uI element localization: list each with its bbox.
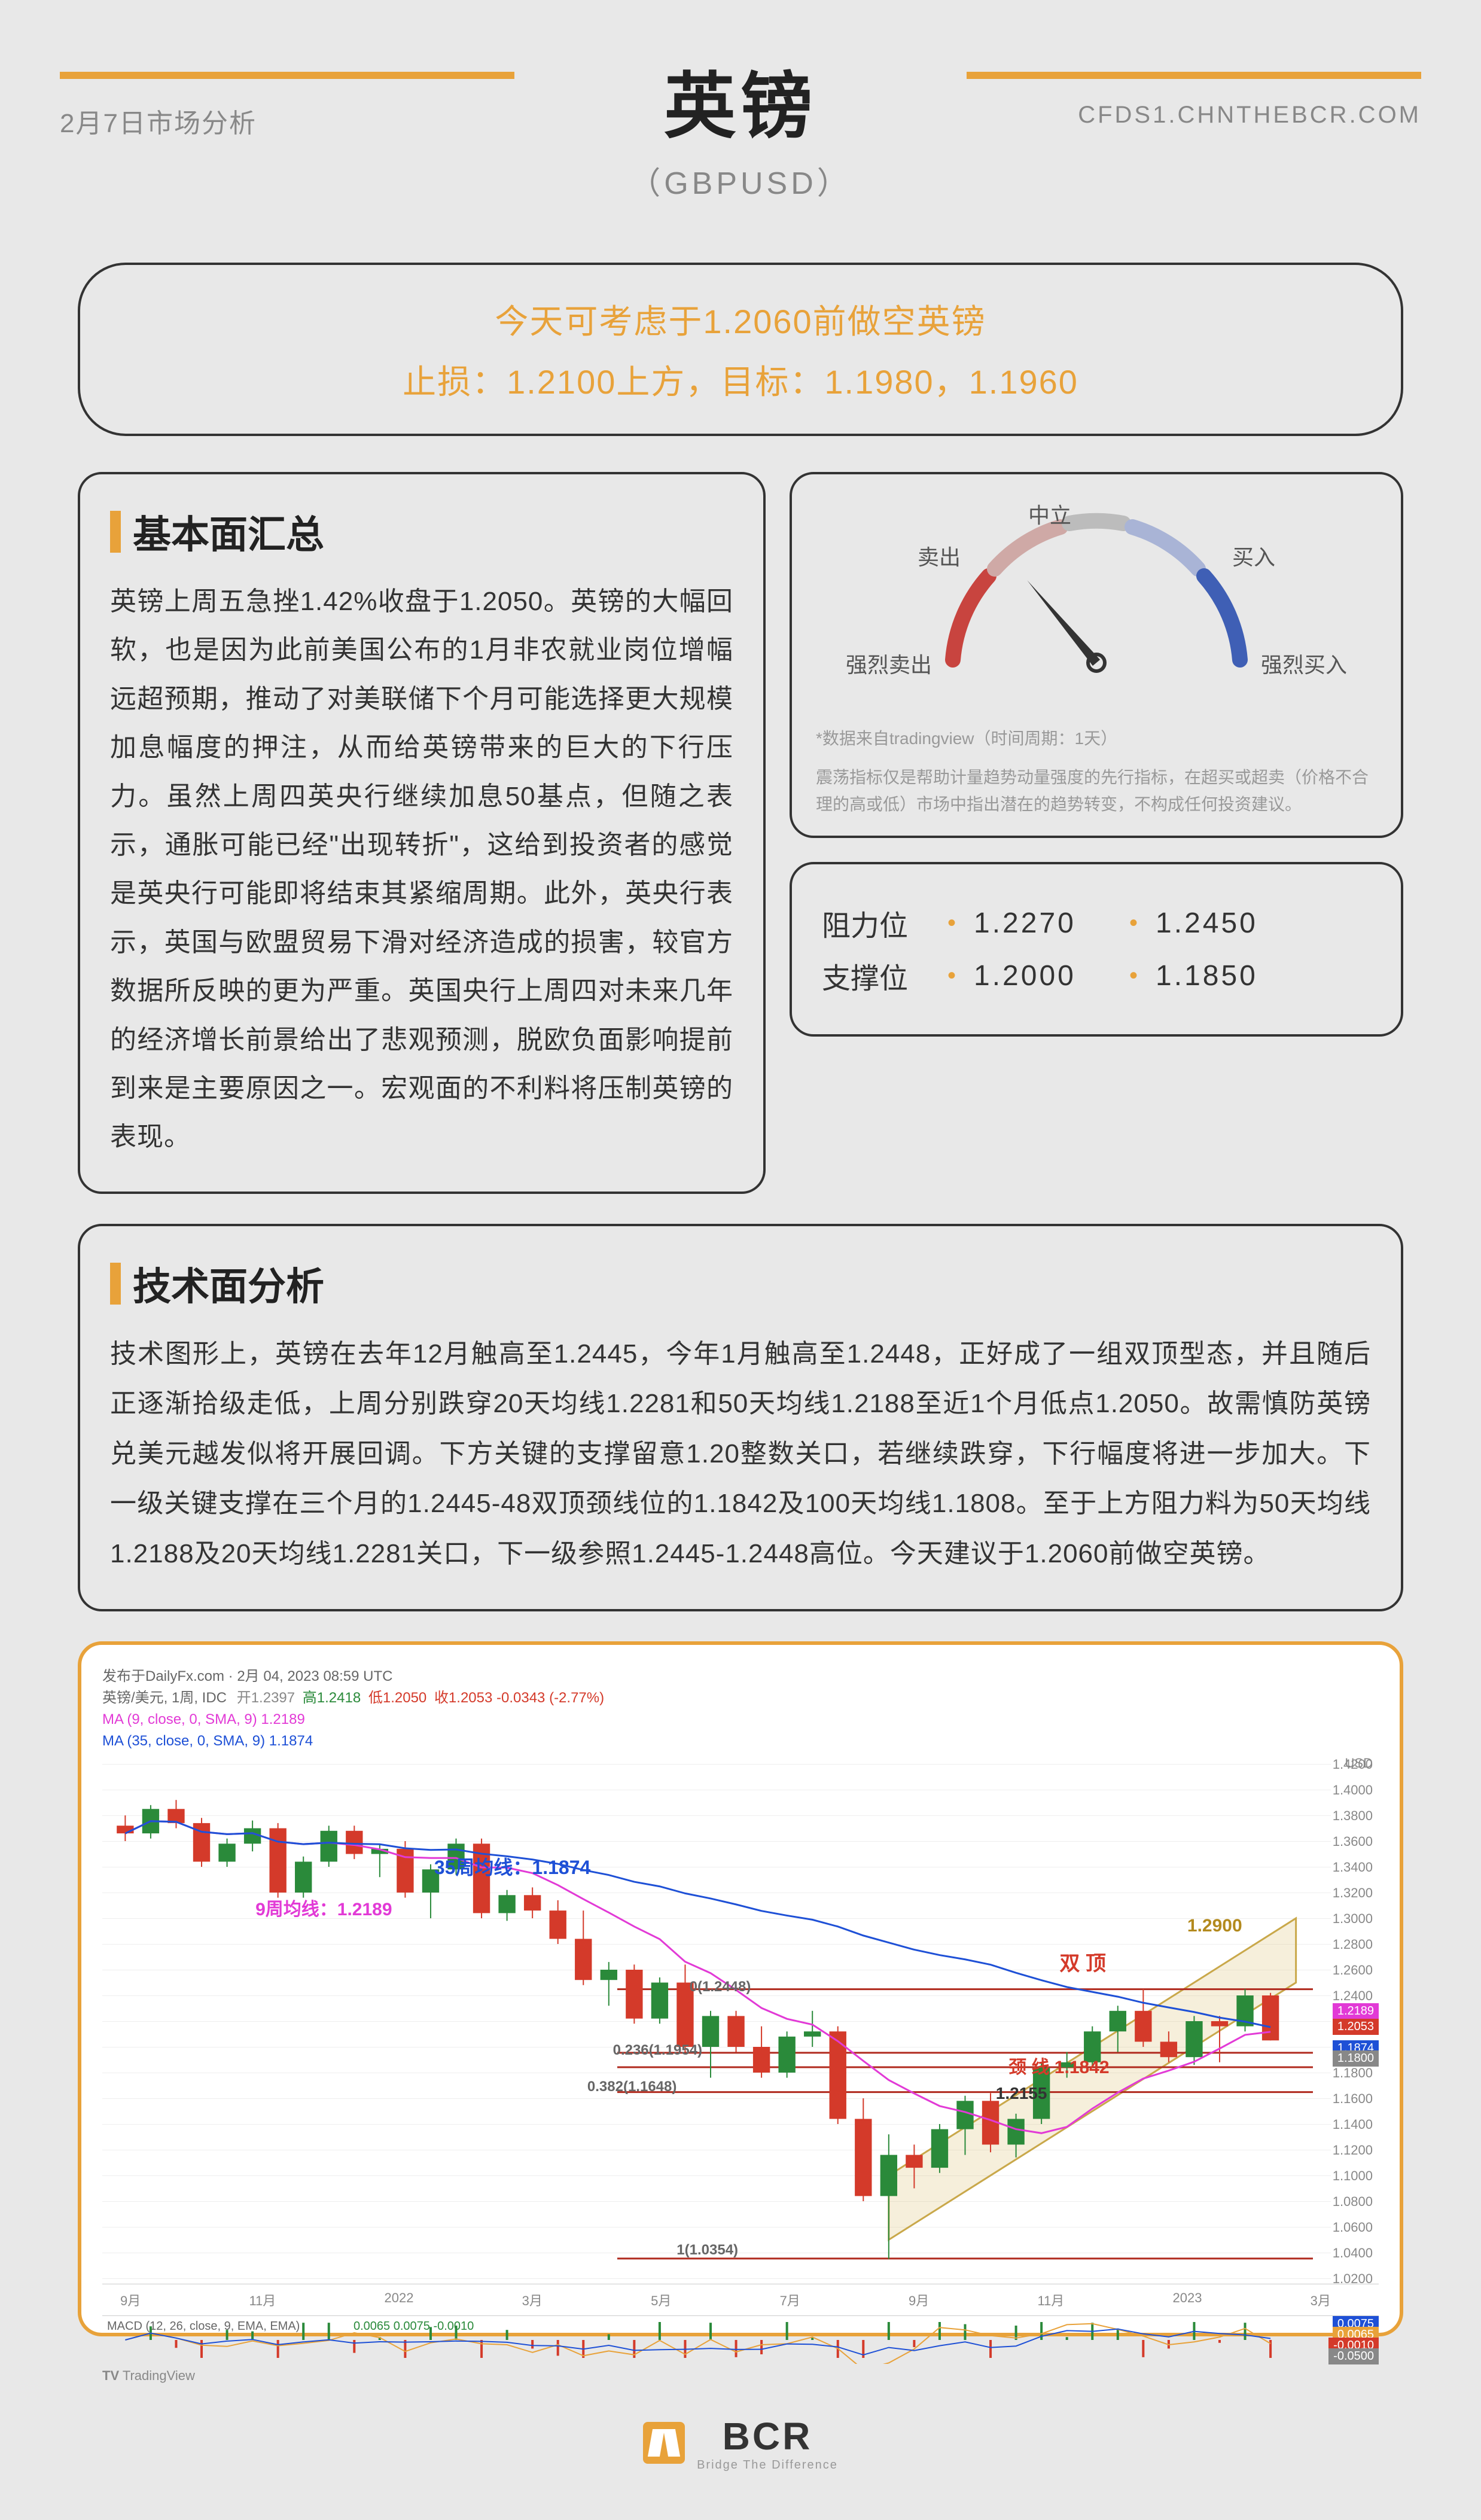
chart-card: 发布于DailyFx.com · 2月 04, 2023 08:59 UTC 英… [78, 1641, 1403, 2336]
price-tag: 1.2053 [1333, 2019, 1379, 2035]
resistance-1: 1.2270 [974, 907, 1111, 940]
gauge-svg [869, 498, 1324, 690]
fundamental-title-wrap: 基本面汇总 [110, 504, 733, 559]
dot-icon: • [1129, 910, 1138, 937]
support-row: 支撑位 • 1.2000 • 1.1850 [822, 955, 1371, 997]
price-tag: 1.1800 [1333, 2050, 1379, 2067]
x-tick-label: 2023 [1173, 2290, 1202, 2309]
gauge-label-neutral: 中立 [1028, 498, 1071, 529]
x-tick-label: 7月 [780, 2290, 800, 2309]
gauge-wrap: 卖出 中立 买入 强烈卖出 强烈买入 [816, 498, 1377, 714]
x-tick-label: 9月 [909, 2290, 929, 2309]
header: 2月7日市场分析 CFDS1.CHNTHEBCR.COM 英镑 （GBPUSD） [0, 0, 1481, 227]
support-1: 1.2000 [974, 959, 1111, 992]
x-tick-label: 2022 [385, 2290, 414, 2309]
footer: BCR Bridge The Difference [0, 2384, 1481, 2520]
chart-inner: 发布于DailyFx.com · 2月 04, 2023 08:59 UTC 英… [102, 1666, 1379, 2312]
chart-annotation: 1.2155 [996, 2084, 1047, 2103]
gauge-label-strong-buy: 强烈买入 [1261, 648, 1347, 679]
dot-icon: • [947, 962, 956, 989]
tradingview-mark: TV TradingView [102, 2368, 1379, 2384]
chart-x-axis: 9月 11月 2022 3月 5月 7月 9月 11月 2023 3月 [102, 2284, 1379, 2309]
levels-card: 阻力位 • 1.2270 • 1.2450 支撑位 • 1.2000 • 1.1… [790, 862, 1403, 1037]
gauge-note2: 震荡指标仅是帮助计量趋势动量强度的先行指标，在超买或超卖（价格不合理的高或低）市… [816, 764, 1377, 818]
tradingview-label: TradingView [123, 2368, 195, 2383]
x-tick-label: 3月 [1311, 2290, 1331, 2309]
chart-svg [102, 1758, 1379, 2284]
chart-meta-source: 发布于DailyFx.com · 2月 04, 2023 08:59 UTC [102, 1666, 1379, 1687]
support-2: 1.1850 [1156, 959, 1293, 992]
chart-annotation: 0(1.2448) [690, 1979, 751, 1995]
gauge-note1: *数据来自tradingview（时间周期：1天） [816, 726, 1377, 752]
macd-strip: MACD (12, 26, close, 9, EMA, EMA) 0.0065… [102, 2315, 1379, 2363]
footer-logo: BCR Bridge The Difference [643, 2414, 838, 2472]
dot-icon: • [947, 910, 956, 937]
chart-annotation: 颈 线 1.1842 [1008, 2052, 1109, 2079]
chart-plot: USD 1.42001.40001.38001.36001.34001.3200… [102, 1758, 1379, 2284]
technical-body: 技术图形上，英镑在去年12月触高至1.2445，今年1月触高至1.2448，正好… [110, 1329, 1371, 1579]
x-tick-label: 11月 [249, 2290, 276, 2309]
header-rule-right [967, 72, 1421, 79]
chart-meta-line2: 英镑/美元, 1周, IDC 开1.2397 高1.2418 低1.2050 收… [102, 1687, 1379, 1709]
resistance-label: 阻力位 [822, 902, 930, 944]
price-tag: 1.2189 [1333, 2003, 1379, 2019]
header-rule-left [60, 72, 514, 79]
chart-meta-ma1: MA (9, close, 0, SMA, 9) 1.2189 [102, 1709, 1379, 1730]
chart-annotation: 9周均线：1.2189 [255, 1894, 392, 1921]
x-tick-label: 5月 [651, 2290, 671, 2309]
gauge-label-buy: 买入 [1232, 540, 1275, 571]
chart-meta-ma2: MA (35, close, 0, SMA, 9) 1.1874 [102, 1730, 1379, 1752]
fundamental-card: 基本面汇总 英镑上周五急挫1.42%收盘于1.2050。英镑的大幅回软，也是因为… [78, 472, 766, 1194]
fundamental-body: 英镑上周五急挫1.42%收盘于1.2050。英镑的大幅回软，也是因为此前美国公布… [110, 577, 733, 1162]
mid-row: 基本面汇总 英镑上周五急挫1.42%收盘于1.2050。英镑的大幅回软，也是因为… [78, 472, 1403, 1194]
footer-tagline: Bridge The Difference [697, 2458, 838, 2472]
chart-meta-high: 高1.2418 [303, 1690, 361, 1706]
recommendation-box: 今天可考虑于1.2060前做空英镑 止损：1.2100上方，目标：1.1980，… [78, 263, 1403, 436]
header-title: 英镑 [60, 48, 1421, 152]
gauge-label-strong-sell: 强烈卖出 [846, 648, 932, 679]
dot-icon: • [1129, 962, 1138, 989]
chart-meta-pair: 英镑/美元, 1周, IDC [102, 1690, 227, 1706]
fundamental-title: 基本面汇总 [133, 504, 324, 559]
chart-annotation: 1.2900 [1187, 1916, 1242, 1936]
page-root: 2月7日市场分析 CFDS1.CHNTHEBCR.COM 英镑 （GBPUSD）… [0, 0, 1481, 2520]
technical-title: 技术面分析 [133, 1256, 324, 1311]
sentiment-gauge-card: 卖出 中立 买入 强烈卖出 强烈买入 *数据来自tradingview（时间周期… [790, 472, 1403, 838]
chart-annotation: 35周均线：1.1874 [434, 1852, 590, 1880]
footer-brand: BCR [697, 2414, 838, 2458]
header-url: CFDS1.CHNTHEBCR.COM [1078, 102, 1421, 129]
chart-annotation: 1(1.0354) [676, 2242, 738, 2259]
x-tick-label: 3月 [522, 2290, 543, 2309]
gauge-label-sell: 卖出 [918, 540, 961, 571]
resistance-2: 1.2450 [1156, 907, 1293, 940]
support-label: 支撑位 [822, 955, 930, 997]
chart-annotation: 双 顶 [1060, 1947, 1106, 1976]
recommendation-line2: 止损：1.2100上方，目标：1.1980，1.1960 [104, 355, 1377, 404]
resistance-row: 阻力位 • 1.2270 • 1.2450 [822, 902, 1371, 944]
macd-svg [102, 2316, 1379, 2364]
header-date: 2月7日市场分析 [60, 102, 257, 140]
bcr-icon [643, 2422, 685, 2464]
accent-bar [110, 511, 121, 553]
accent-bar [110, 1263, 121, 1305]
x-tick-label: 11月 [1037, 2290, 1064, 2309]
technical-title-wrap: 技术面分析 [110, 1256, 1371, 1311]
x-tick-label: 9月 [120, 2290, 141, 2309]
header-subtitle: （GBPUSD） [60, 158, 1421, 203]
recommendation-line1: 今天可考虑于1.2060前做空英镑 [104, 295, 1377, 343]
chart-annotation: 0.382(1.1648) [587, 2079, 676, 2095]
chart-meta-low: 低1.2050 [368, 1690, 426, 1706]
macd-tag: -0.0500 [1328, 2348, 1379, 2364]
right-column: 卖出 中立 买入 强烈卖出 强烈买入 *数据来自tradingview（时间周期… [790, 472, 1403, 1194]
chart-meta-open: 开1.2397 [237, 1690, 295, 1706]
chart-annotation: 0.236(1.1954) [613, 2042, 702, 2059]
chart-meta-close: 收1.2053 -0.0343 (-2.77%) [434, 1690, 604, 1706]
technical-card: 技术面分析 技术图形上，英镑在去年12月触高至1.2445，今年1月触高至1.2… [78, 1224, 1403, 1611]
